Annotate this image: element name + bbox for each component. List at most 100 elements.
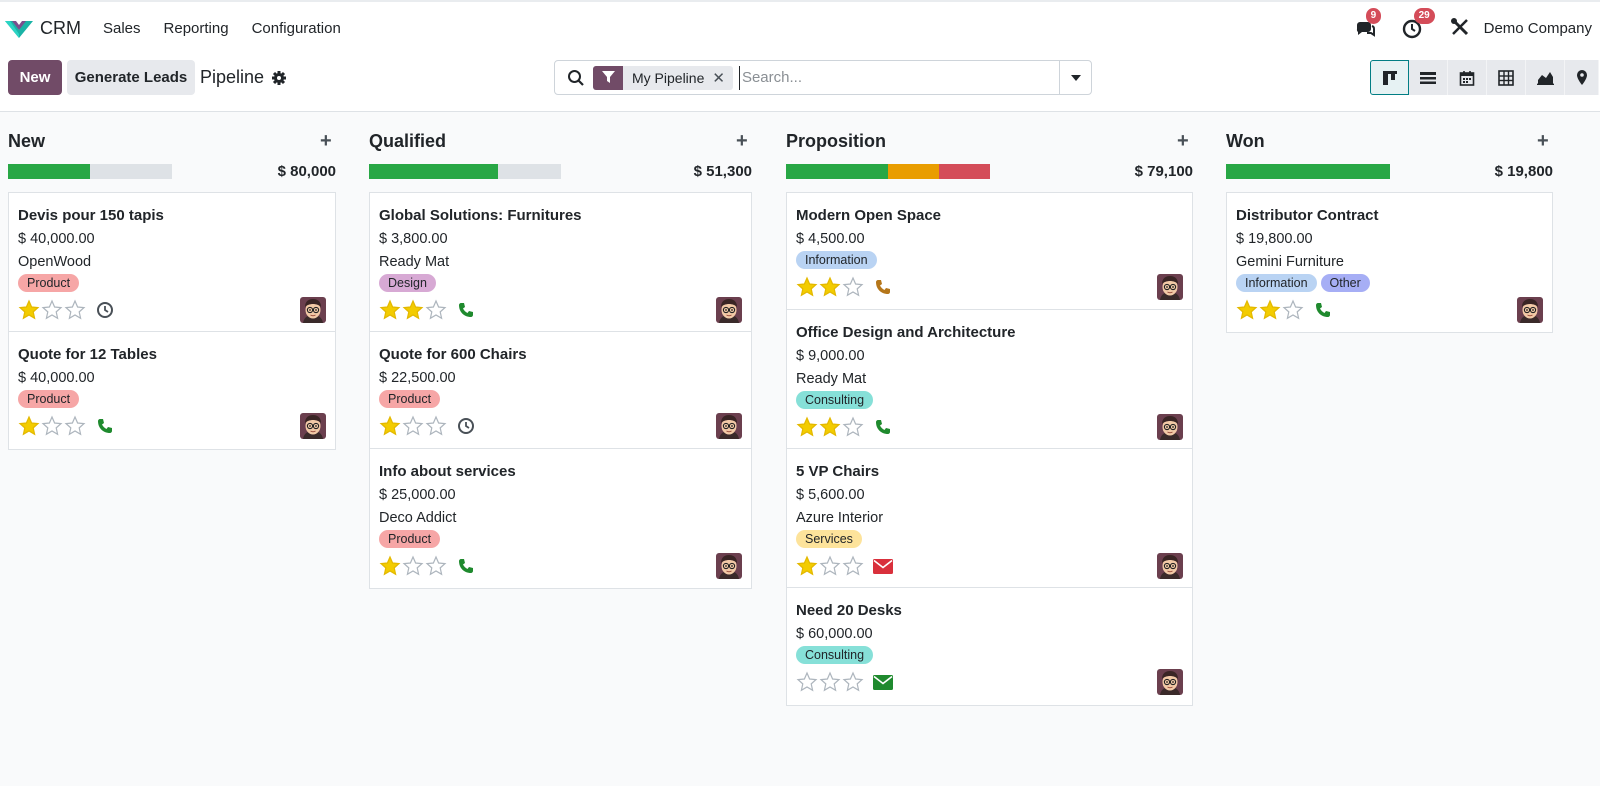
avatar[interactable] [1157, 414, 1183, 440]
star-filled-icon[interactable] [1236, 299, 1258, 321]
kanban-card[interactable]: Devis pour 150 tapis $ 40,000.00 OpenWood P… [9, 193, 335, 332]
messages-button[interactable]: 9 [1354, 8, 1382, 39]
company-switcher[interactable]: Demo Company [1483, 19, 1592, 37]
avatar[interactable] [716, 297, 742, 323]
activity-phone-icon[interactable] [456, 557, 476, 575]
column-title[interactable]: Won [1226, 131, 1265, 151]
star-empty-icon[interactable] [402, 555, 424, 577]
activity-clock-icon[interactable] [456, 417, 476, 435]
star-empty-icon[interactable] [819, 671, 841, 693]
view-kanban[interactable] [1370, 60, 1409, 95]
progress-segment[interactable] [888, 164, 939, 179]
kanban-card[interactable]: Modern Open Space $ 4,500.00 Information [787, 193, 1192, 310]
star-empty-icon[interactable] [402, 415, 424, 437]
column-add-icon[interactable]: + [1537, 130, 1549, 152]
column-title[interactable]: Proposition [786, 131, 886, 151]
search-options-toggle[interactable] [1059, 61, 1091, 94]
debug-tools-button[interactable] [1450, 17, 1472, 39]
generate-leads-button[interactable]: Generate Leads [67, 60, 195, 95]
kanban-card[interactable]: Office Design and Architecture $ 9,000.00… [787, 310, 1192, 449]
column-add-icon[interactable]: + [320, 130, 332, 152]
avatar[interactable] [1157, 669, 1183, 695]
avatar[interactable] [716, 413, 742, 439]
column-progress-bar[interactable] [369, 164, 561, 179]
star-empty-icon[interactable] [64, 415, 86, 437]
activity-phone-icon[interactable] [873, 418, 893, 436]
column-progress-bar[interactable] [8, 164, 172, 179]
star-filled-icon[interactable] [796, 276, 818, 298]
avatar[interactable] [716, 553, 742, 579]
avatar[interactable] [300, 413, 326, 439]
star-empty-icon[interactable] [819, 555, 841, 577]
progress-segment[interactable] [8, 164, 90, 179]
star-filled-icon[interactable] [379, 555, 401, 577]
star-filled-icon[interactable] [379, 299, 401, 321]
activity-phone-icon[interactable] [456, 301, 476, 319]
star-filled-icon[interactable] [379, 415, 401, 437]
progress-segment[interactable] [90, 164, 172, 179]
view-calendar[interactable] [1448, 60, 1487, 95]
activity-phone-icon[interactable] [95, 417, 115, 435]
column-title[interactable]: Qualified [369, 131, 447, 151]
menu-configuration[interactable]: Configuration [251, 19, 341, 37]
star-empty-icon[interactable] [796, 671, 818, 693]
activities-button[interactable]: 29 [1402, 8, 1435, 39]
star-empty-icon[interactable] [842, 555, 864, 577]
search-input[interactable] [738, 65, 1057, 90]
menu-reporting[interactable]: Reporting [163, 19, 229, 37]
star-empty-icon[interactable] [41, 299, 63, 321]
kanban-card[interactable]: Quote for 12 Tables $ 40,000.00 Product [9, 332, 335, 449]
star-empty-icon[interactable] [842, 416, 864, 438]
view-list[interactable] [1409, 60, 1448, 95]
avatar[interactable] [1517, 297, 1543, 323]
star-filled-icon[interactable] [796, 555, 818, 577]
star-empty-icon[interactable] [842, 671, 864, 693]
view-graph[interactable] [1526, 60, 1565, 95]
progress-segment[interactable] [939, 164, 990, 179]
star-empty-icon[interactable] [425, 555, 447, 577]
star-filled-icon[interactable] [819, 416, 841, 438]
star-filled-icon[interactable] [18, 415, 40, 437]
activity-phone-icon[interactable] [1313, 301, 1333, 319]
column-progress-bar[interactable] [1226, 164, 1390, 179]
kanban-card[interactable]: Distributor Contract $ 19,800.00 Gemini Fu… [1227, 193, 1552, 332]
search-icon[interactable] [567, 69, 585, 87]
column-add-icon[interactable]: + [736, 130, 748, 152]
star-filled-icon[interactable] [1259, 299, 1281, 321]
avatar[interactable] [1157, 274, 1183, 300]
progress-segment[interactable] [369, 164, 498, 179]
star-empty-icon[interactable] [842, 276, 864, 298]
kanban-card[interactable]: Quote for 600 Chairs $ 22,500.00 Product [370, 332, 751, 449]
star-empty-icon[interactable] [64, 299, 86, 321]
star-empty-icon[interactable] [41, 415, 63, 437]
activity-clock-icon[interactable] [95, 301, 115, 319]
avatar[interactable] [1157, 553, 1183, 579]
star-filled-icon[interactable] [796, 416, 818, 438]
kanban-card[interactable]: Global Solutions: Furnitures $ 3,800.00 Re… [370, 193, 751, 332]
avatar[interactable] [300, 297, 326, 323]
activity-phone-icon[interactable] [873, 278, 893, 296]
progress-segment[interactable] [497, 164, 561, 179]
menu-sales[interactable]: Sales [103, 19, 141, 37]
new-button[interactable]: New [8, 60, 62, 95]
progress-segment[interactable] [1226, 164, 1390, 179]
activity-envelope-icon[interactable] [873, 673, 893, 691]
kanban-card[interactable]: Need 20 Desks $ 60,000.00 Consulting [787, 588, 1192, 705]
view-map[interactable] [1565, 60, 1599, 95]
gear-icon[interactable] [271, 70, 287, 86]
column-progress-bar[interactable] [786, 164, 990, 179]
facet-close-icon[interactable]: ✕ [712, 69, 725, 87]
star-filled-icon[interactable] [18, 299, 40, 321]
view-pivot[interactable] [1487, 60, 1526, 95]
kanban-card[interactable]: 5 VP Chairs $ 5,600.00 Azure Interior Servi… [787, 449, 1192, 588]
column-add-icon[interactable]: + [1177, 130, 1189, 152]
star-empty-icon[interactable] [425, 415, 447, 437]
activity-envelope-icon[interactable] [873, 557, 893, 575]
star-filled-icon[interactable] [819, 276, 841, 298]
column-title[interactable]: New [8, 131, 46, 151]
star-filled-icon[interactable] [402, 299, 424, 321]
star-empty-icon[interactable] [1282, 299, 1304, 321]
app-brand[interactable]: CRM [4, 17, 81, 39]
progress-segment[interactable] [786, 164, 888, 179]
kanban-card[interactable]: Info about services $ 25,000.00 Deco Addic… [370, 449, 751, 588]
